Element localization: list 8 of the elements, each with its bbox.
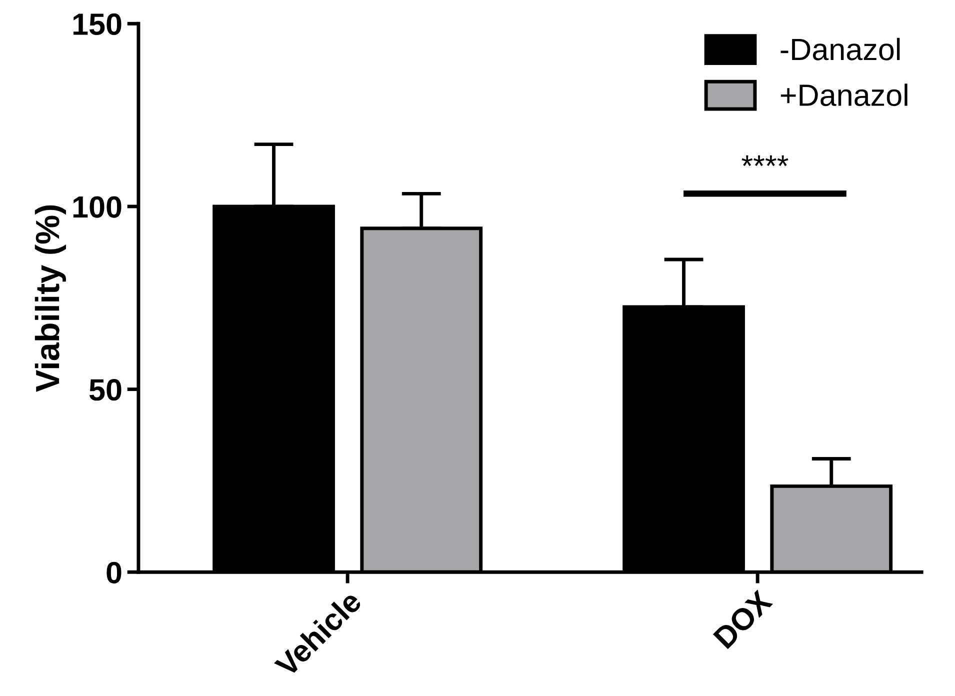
- y-axis-title: Viability (%): [34, 205, 66, 392]
- y-tick-label: 0: [106, 562, 122, 584]
- legend-label: -Danazol: [780, 38, 900, 60]
- y-tick-label: 100: [73, 196, 122, 218]
- y-tick-label: 150: [73, 13, 122, 36]
- annotation: ****: [742, 155, 788, 166]
- legend-label: +Danazol: [780, 84, 908, 106]
- y-tick-label: 50: [89, 379, 122, 401]
